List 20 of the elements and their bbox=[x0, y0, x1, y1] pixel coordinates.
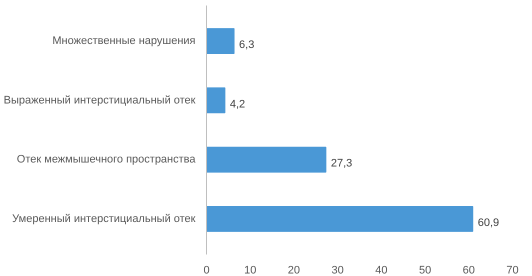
bar bbox=[206, 87, 226, 114]
x-tick-label: 50 bbox=[418, 264, 432, 276]
bar bbox=[206, 146, 326, 173]
x-tick-label: 0 bbox=[203, 264, 210, 276]
data-label: 27,3 bbox=[330, 158, 352, 170]
y-tick-label: Умеренный интерстициальный отек bbox=[12, 212, 196, 225]
data-label: 6,3 bbox=[239, 39, 254, 52]
x-tick-label: 60 bbox=[462, 264, 475, 276]
data-label: 60,9 bbox=[478, 216, 500, 229]
x-tick-label: 10 bbox=[244, 264, 256, 276]
y-tick-label: Множественные нарушения bbox=[52, 35, 196, 48]
bar bbox=[206, 28, 235, 54]
x-tick-label: 20 bbox=[288, 264, 300, 276]
bar bbox=[206, 206, 474, 232]
x-tick-label: 30 bbox=[332, 264, 344, 276]
x-tick-label: 40 bbox=[375, 264, 388, 276]
x-tick-label: 70 bbox=[506, 264, 519, 276]
data-label: 4,2 bbox=[230, 98, 246, 110]
y-tick-label: Выраженный интерстициальный отек bbox=[4, 94, 196, 106]
y-tick-label: Отек межмышечного пространства bbox=[16, 154, 196, 166]
